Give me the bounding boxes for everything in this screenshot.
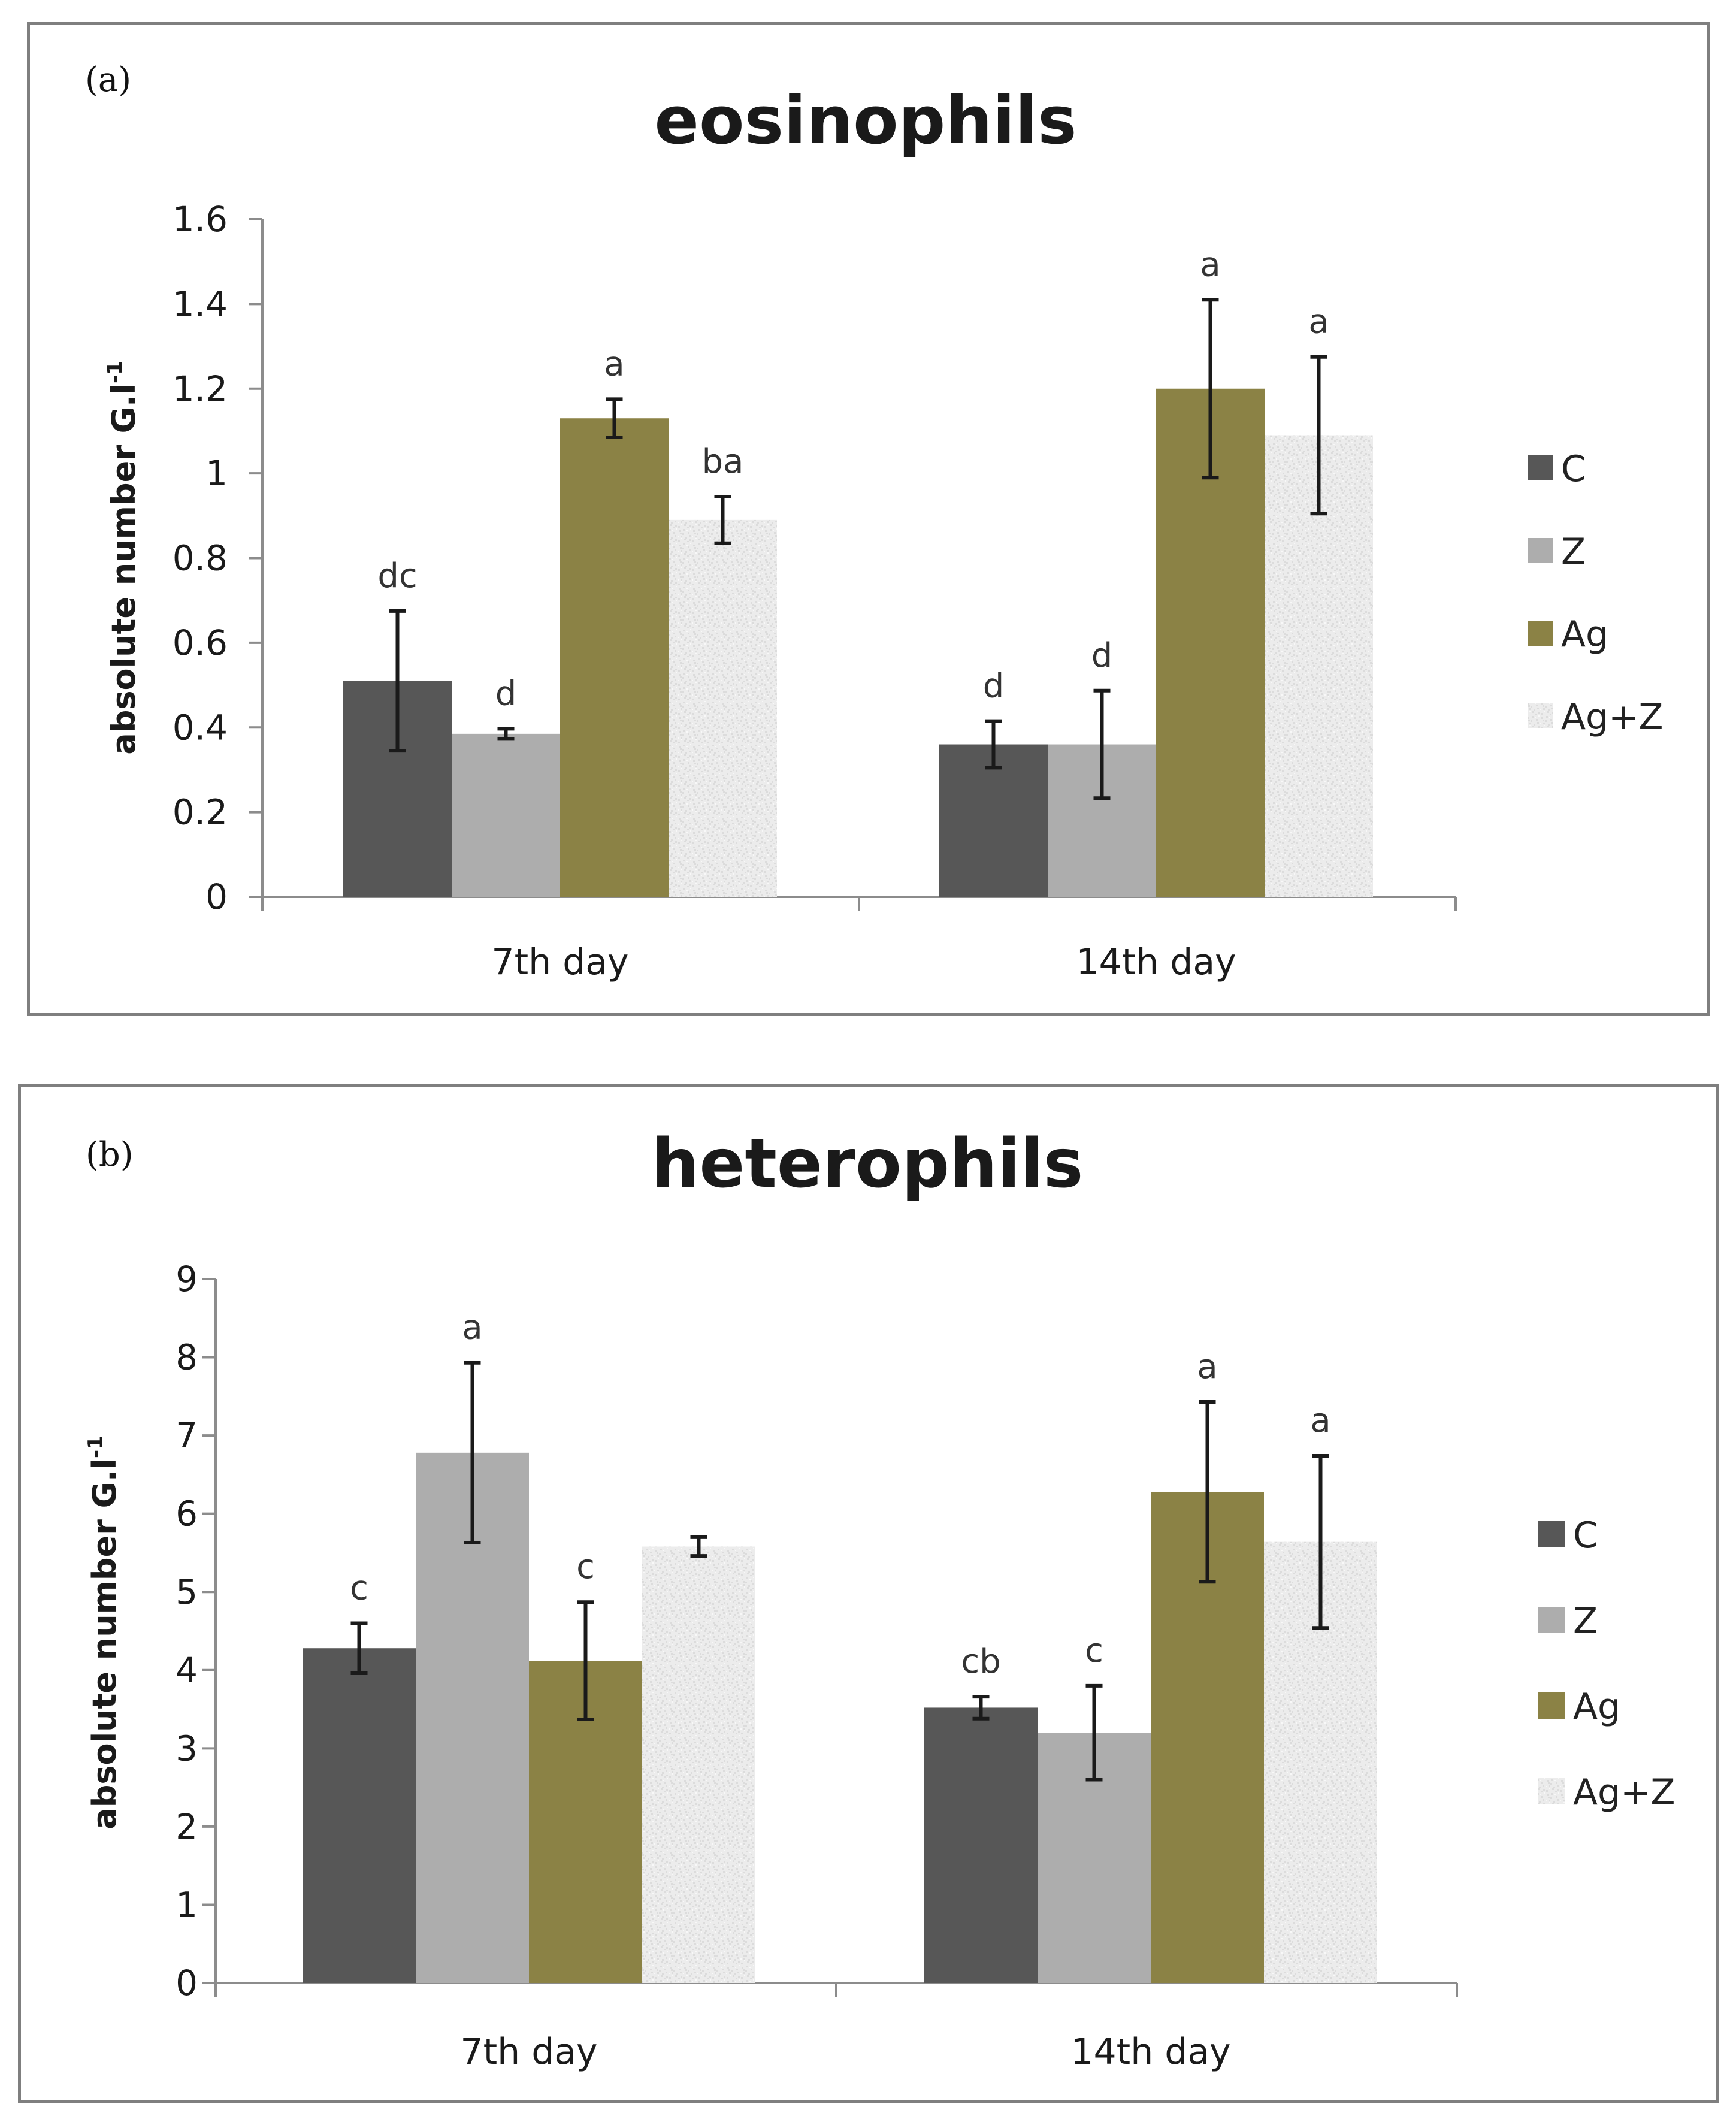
error-bar-ag-plus-z-7th-day	[690, 1535, 707, 1558]
legend-swatch	[1538, 1692, 1565, 1719]
y-tick-label: 0	[205, 876, 228, 917]
x-category-label: 14th day	[1070, 2031, 1230, 2073]
bar-c-14th-day	[939, 744, 1048, 897]
error-bar-ag-14th-day	[1199, 1399, 1216, 1584]
error-bar-c-7th-day	[389, 609, 406, 753]
legend-label: Z	[1561, 531, 1586, 573]
legend-swatch	[1528, 538, 1553, 563]
x-category-label: 7th day	[491, 941, 628, 983]
y-tick-label: 1	[205, 453, 228, 494]
y-axis-label-superscript: -1	[103, 361, 127, 383]
error-bar-z-7th-day	[497, 727, 515, 741]
significance-label: d	[495, 674, 517, 713]
error-bar-ag-plus-z-14th-day	[1312, 1454, 1329, 1630]
legend-item-z: Z	[1538, 1600, 1598, 1642]
significance-label: dc	[377, 557, 417, 596]
bar-ag-7th-day	[560, 418, 669, 897]
legend-swatch	[1528, 703, 1553, 728]
legend-label: Ag	[1561, 613, 1608, 655]
error-bar-ag-7th-day	[606, 397, 623, 440]
heterophils-chart: heterophils absolute number G.l-1 0 1 2 3 4 5 6 7…	[84, 1125, 1675, 2073]
x-category-label: 7th day	[460, 2031, 597, 2073]
legend-label: Ag+Z	[1573, 1772, 1675, 1813]
chart-panel-b: (b) heterophils absolute number G.l-1 0 1 2 3…	[18, 1084, 1719, 2103]
y-tick-label: 6	[176, 1494, 198, 1534]
y-axis-label-superscript: -1	[84, 1435, 108, 1458]
y-tick-label: 9	[176, 1259, 198, 1299]
y-tick-label: 1.2	[173, 368, 228, 409]
bar-c-7th-day	[303, 1648, 416, 1983]
y-tick-label: 1	[176, 1884, 198, 1925]
panel-label-a: (a)	[85, 61, 132, 99]
chart-panel-a: (a) eosinophils absolute number G.l-1 0 0.2…	[27, 22, 1710, 1016]
y-axis-label: absolute number G.l-1	[103, 361, 143, 755]
chart-title: eosinophils	[654, 82, 1076, 159]
y-tick-label: 8	[176, 1337, 198, 1378]
legend-item-c: C	[1538, 1515, 1598, 1556]
significance-label: c	[1085, 1631, 1103, 1670]
significance-label: a	[1200, 245, 1220, 284]
y-tick-label: 7	[176, 1415, 198, 1456]
legend-swatch	[1528, 621, 1553, 646]
y-tick-label: 3	[176, 1728, 198, 1769]
y-tick-label: 4	[176, 1650, 198, 1691]
error-bar-ag-7th-day	[577, 1600, 594, 1722]
legend-label: Z	[1573, 1600, 1598, 1642]
legend-swatch	[1538, 1521, 1565, 1547]
significance-label: c	[350, 1568, 368, 1607]
bar-ag-plus-z-7th-day	[669, 519, 777, 897]
x-category-label: 14th day	[1076, 941, 1236, 983]
error-bar-c-14th-day	[972, 1695, 990, 1721]
y-tick-label: 1.4	[173, 283, 228, 324]
legend-label: C	[1573, 1515, 1598, 1556]
legend-item-ag: Ag	[1528, 613, 1608, 655]
error-bar-c-14th-day	[985, 719, 1002, 770]
legend-item-ag: Ag	[1538, 1686, 1620, 1728]
legend-swatch	[1538, 1778, 1565, 1804]
y-tick-label: 2	[176, 1806, 198, 1847]
y-axis-label-text: absolute number G.l	[105, 383, 143, 755]
bar-ag-plus-z-7th-day	[642, 1546, 755, 1983]
significance-label: cb	[961, 1642, 1000, 1681]
significance-label: c	[576, 1547, 595, 1586]
legend-label: C	[1561, 448, 1586, 490]
legend-swatch	[1528, 455, 1553, 480]
legend-item-z: Z	[1528, 531, 1586, 573]
panel-label-b: (b)	[86, 1135, 134, 1174]
legend-item-ag-plus-z: Ag+Z	[1538, 1772, 1675, 1813]
error-bar-z-7th-day	[464, 1361, 481, 1544]
bar-z-7th-day	[452, 733, 560, 897]
significance-label: d	[983, 667, 1005, 706]
y-axis-label: absolute number G.l-1	[84, 1435, 123, 1830]
y-tick-label: 0.2	[173, 792, 228, 833]
significance-label: a	[604, 344, 624, 383]
error-bar-z-14th-day	[1093, 688, 1111, 800]
legend-item-c: C	[1528, 448, 1586, 490]
error-bar-ag-plus-z-7th-day	[714, 495, 731, 545]
y-tick-label: 0.6	[173, 622, 228, 663]
significance-label: a	[1197, 1347, 1217, 1386]
y-tick-label: 1.6	[173, 199, 228, 240]
y-tick-label: 0	[176, 1963, 198, 2003]
legend-swatch	[1538, 1607, 1565, 1633]
error-bar-ag-14th-day	[1202, 298, 1219, 480]
error-bar-ag-plus-z-14th-day	[1310, 355, 1327, 516]
legend-label: Ag	[1573, 1686, 1620, 1728]
legend-item-ag-plus-z: Ag+Z	[1528, 696, 1664, 738]
eosinophils-chart: eosinophils absolute number G.l-1 0 0.2 0.4 0…	[103, 82, 1664, 983]
bar-c-14th-day	[924, 1707, 1038, 1983]
legend-label: Ag+Z	[1561, 696, 1664, 738]
significance-label: a	[1310, 1401, 1330, 1440]
error-bar-c-7th-day	[350, 1621, 368, 1675]
significance-label: d	[1091, 636, 1113, 675]
significance-label: a	[1308, 303, 1329, 341]
y-tick-label: 0.4	[173, 707, 228, 748]
y-tick-label: 5	[176, 1571, 198, 1612]
y-tick-label: 0.8	[173, 538, 228, 579]
error-bar-z-14th-day	[1085, 1683, 1103, 1782]
significance-label: a	[462, 1308, 482, 1347]
chart-title: heterophils	[652, 1125, 1084, 1203]
y-axis-label-text: absolute number G.l	[86, 1458, 123, 1830]
significance-label: ba	[702, 442, 744, 481]
